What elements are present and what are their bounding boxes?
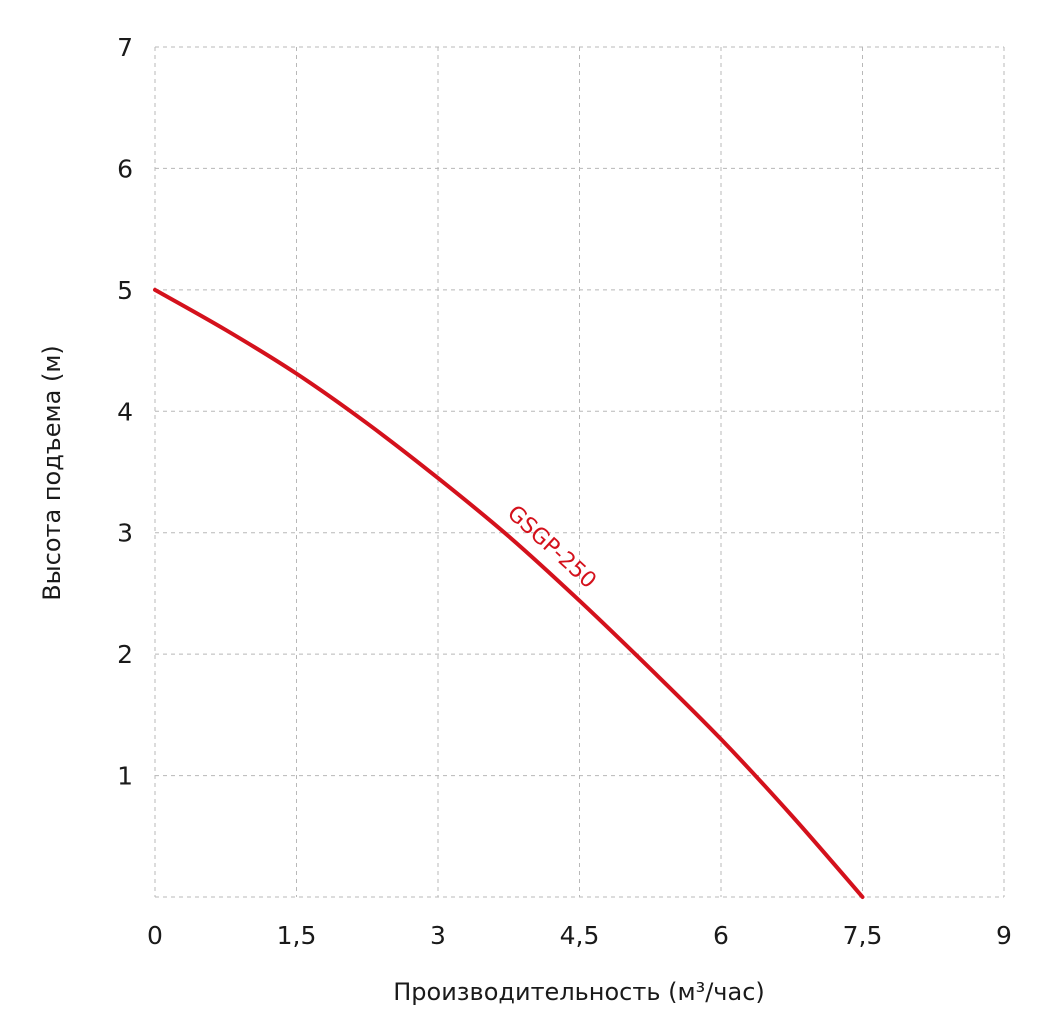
- y-axis-label: Высота подъема (м): [38, 345, 66, 601]
- y-tick-label: 5: [117, 276, 133, 305]
- x-tick-label: 3: [430, 921, 446, 950]
- y-tick-label: 6: [117, 154, 133, 183]
- x-axis-label: Производительность (м³/час): [393, 978, 765, 1006]
- x-tick-label: 7,5: [843, 921, 883, 950]
- series-line-0: [153, 287, 865, 899]
- x-tick-label: 4,5: [560, 921, 600, 950]
- y-tick-label: 2: [117, 640, 133, 669]
- y-tick-label: 7: [117, 33, 133, 62]
- series-label-0: GSGP-250: [502, 501, 601, 594]
- grid: [154, 46, 1005, 898]
- x-tick-label: 9: [996, 921, 1012, 950]
- series-layer: GSGP-250: [153, 287, 865, 899]
- x-tick-label: 1,5: [277, 921, 317, 950]
- x-tick-label: 0: [147, 921, 163, 950]
- y-tick-label: 3: [117, 519, 133, 548]
- x-tick-label: 6: [713, 921, 729, 950]
- y-tick-label: 4: [117, 397, 133, 426]
- x-axis-ticks: 0 1,5 3 4,5 6 7,5 9: [147, 921, 1012, 950]
- y-tick-label: 1: [117, 762, 133, 791]
- y-axis-ticks: 1 2 3 4 5 6 7: [117, 33, 133, 791]
